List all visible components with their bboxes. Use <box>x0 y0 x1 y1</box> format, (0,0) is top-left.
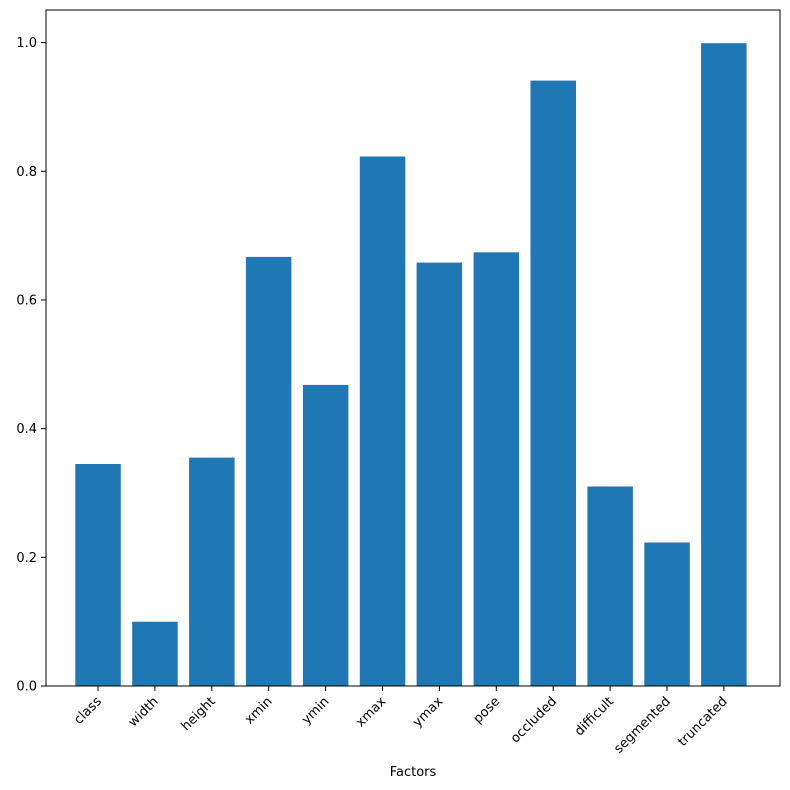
bar-width <box>132 621 178 686</box>
x-tick-label: truncated <box>675 694 730 749</box>
x-tick-label: ymin <box>299 694 332 727</box>
bar-pose <box>473 252 520 687</box>
x-tick-label: xmax <box>353 694 389 730</box>
bar-occluded <box>530 80 576 687</box>
x-axis: class width height xmin ymin xmax ymax pose occl… <box>71 686 731 757</box>
x-tick-label: xmin <box>242 694 275 727</box>
y-tick-label: 0.4 <box>16 422 37 437</box>
bar-class <box>75 464 121 686</box>
bar-difficult <box>587 486 633 686</box>
y-tick-label: 0.8 <box>16 165 37 180</box>
x-tick-label: ymax <box>410 694 446 730</box>
bar-ymax <box>416 262 463 686</box>
x-tick-label: difficult <box>572 694 617 739</box>
bar-xmax <box>359 156 406 686</box>
y-tick-label: 0.2 <box>16 551 37 566</box>
plot-frame <box>45 9 781 687</box>
y-tick-label: 0.0 <box>16 680 37 695</box>
x-tick-label: class <box>71 694 105 728</box>
x-tick-label: width <box>126 694 162 730</box>
bar-truncated <box>701 43 747 686</box>
bar-ymin <box>302 384 349 686</box>
y-tick-label: 0.6 <box>16 293 37 308</box>
bar-height <box>189 457 235 686</box>
x-axis-label: Factors <box>390 765 437 780</box>
x-tick-label: pose <box>471 694 504 727</box>
x-tick-label: segmented <box>611 694 673 756</box>
bars-group <box>75 43 747 687</box>
bar-xmin <box>245 256 292 686</box>
bar-segmented <box>644 542 690 686</box>
y-axis: 0.0 0.2 0.4 0.6 0.8 1.0 <box>16 36 46 695</box>
x-tick-label: height <box>179 694 219 734</box>
y-tick-label: 1.0 <box>16 36 37 51</box>
x-tick-label: occluded <box>508 694 560 746</box>
